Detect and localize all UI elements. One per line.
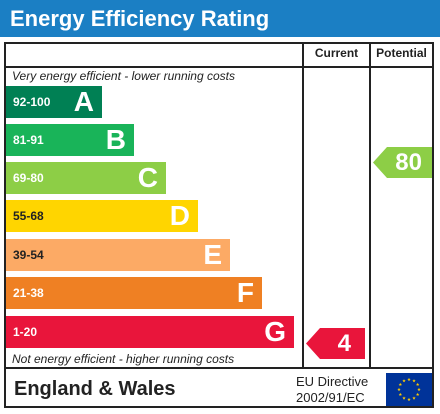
caption-top: Very energy efficient - lower running co… bbox=[12, 69, 235, 83]
rating-band-a: 92-100 A bbox=[6, 86, 102, 118]
band-range-label: 39-54 bbox=[13, 248, 44, 262]
title-bar: Energy Efficiency Rating bbox=[0, 0, 440, 37]
eu-star-icon bbox=[415, 392, 420, 396]
potential-arrow-shape bbox=[373, 147, 432, 178]
rating-band-f: 21-38 F bbox=[6, 277, 262, 309]
band-range-label: 92-100 bbox=[13, 95, 51, 109]
eu-star-icon bbox=[412, 379, 416, 383]
band-letter: B bbox=[105, 124, 126, 155]
eu-star-icon bbox=[402, 379, 406, 383]
potential-rating-value: 80 bbox=[395, 149, 422, 176]
header-divider bbox=[4, 66, 434, 68]
band-letter: C bbox=[137, 162, 158, 193]
divider-potential-left bbox=[369, 42, 371, 367]
column-header-potential: Potential bbox=[376, 46, 427, 60]
divider-current-left bbox=[302, 42, 304, 367]
band-letter: A bbox=[73, 86, 94, 117]
page-title: Energy Efficiency Rating bbox=[10, 6, 270, 31]
band-range-label: 55-68 bbox=[13, 209, 44, 223]
directive-line-1: EU Directive bbox=[296, 374, 369, 389]
band-letter: G bbox=[264, 316, 286, 347]
footer-directive: EU Directive 2002/91/EC bbox=[296, 374, 368, 406]
eu-star-icon bbox=[412, 396, 416, 400]
band-letter: E bbox=[203, 239, 222, 270]
eu-star-icon bbox=[415, 382, 420, 386]
footer-region: England & Wales bbox=[14, 378, 176, 400]
column-header-current: Current bbox=[314, 46, 359, 60]
caption-bottom: Not energy efficient - higher running co… bbox=[12, 352, 235, 366]
directive-line-2: 2002/91/EC bbox=[296, 390, 365, 405]
band-range-label: 1-20 bbox=[13, 325, 38, 339]
band-range-label: 21-38 bbox=[13, 286, 44, 300]
rating-frame bbox=[4, 42, 434, 408]
footer-divider bbox=[4, 367, 434, 369]
current-rating-value: 4 bbox=[337, 330, 351, 357]
band-letter: F bbox=[236, 277, 254, 308]
rating-band-c: 69-80 C bbox=[6, 162, 166, 194]
current-rating-arrow: 4 bbox=[306, 328, 365, 359]
eu-star-icon bbox=[397, 387, 401, 391]
rating-band-b: 81-91 B bbox=[6, 124, 134, 156]
band-range-label: 81-91 bbox=[13, 133, 44, 147]
rating-band-e: 39-54 E bbox=[6, 239, 230, 271]
current-arrow-shape bbox=[306, 328, 365, 359]
band-range-label: 69-80 bbox=[13, 171, 44, 185]
eu-star-icon bbox=[417, 387, 421, 391]
eu-flag-icon bbox=[386, 373, 432, 406]
potential-rating-arrow: 80 bbox=[373, 147, 432, 178]
rating-band-g: 1-20 G bbox=[6, 316, 294, 348]
eu-star-icon bbox=[398, 382, 403, 386]
eu-star-icon bbox=[407, 397, 411, 401]
eu-star-icon bbox=[398, 392, 403, 396]
eu-star-icon bbox=[407, 377, 411, 381]
eu-star-icon bbox=[402, 396, 406, 400]
band-letter: D bbox=[169, 200, 190, 231]
rating-band-d: 55-68 D bbox=[6, 200, 198, 232]
